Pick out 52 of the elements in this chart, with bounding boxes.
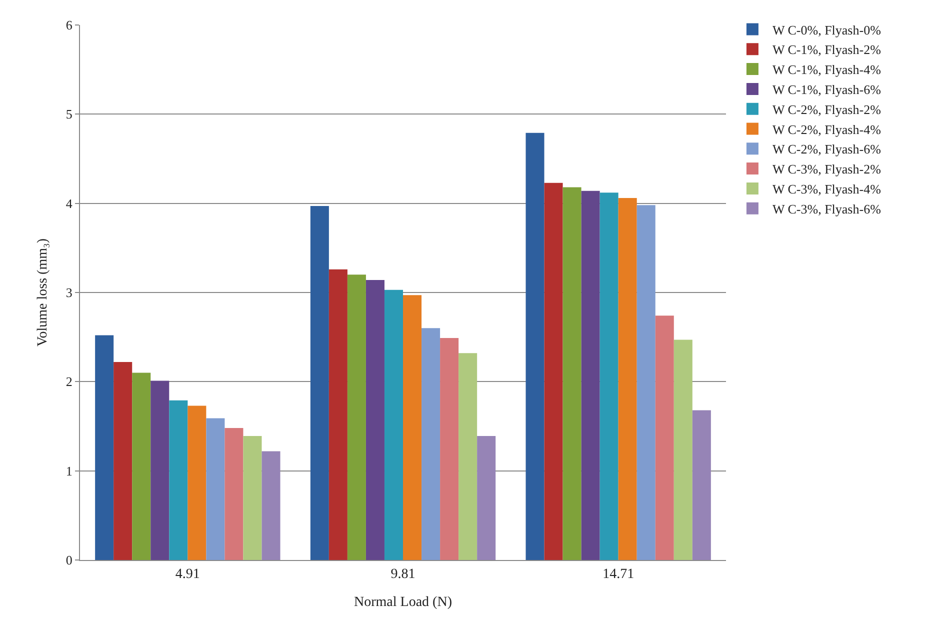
bar xyxy=(114,362,132,560)
y-tick-label: 2 xyxy=(66,374,72,390)
y-axis-title: Volume loss (mm₃) xyxy=(36,238,50,347)
legend-label: W C-2%, Flyash-6% xyxy=(772,142,882,157)
bar xyxy=(562,187,582,560)
bar xyxy=(674,340,692,560)
y-tick-label: 1 xyxy=(66,463,72,478)
bar xyxy=(95,335,114,560)
legend-label: W C-1%, Flyash-2% xyxy=(772,42,882,58)
bar xyxy=(150,380,170,560)
bar xyxy=(206,418,225,560)
bar xyxy=(262,451,280,560)
x-tick-label: 4.91 xyxy=(175,566,200,582)
bar xyxy=(581,190,600,560)
bar xyxy=(692,410,711,560)
bar xyxy=(440,338,459,560)
legend-label: W C-1%, Flyash-6% xyxy=(772,82,882,98)
y-tick-label: 5 xyxy=(66,106,72,122)
bar xyxy=(618,198,637,560)
bar xyxy=(384,290,403,560)
bar xyxy=(328,269,348,560)
bar xyxy=(366,280,384,560)
bar xyxy=(526,132,544,560)
legend-label: W C-1%, Flyash-4% xyxy=(772,62,882,78)
bar xyxy=(347,274,366,560)
legend-label: W C-3%, Flyash-6% xyxy=(772,201,882,216)
bar xyxy=(243,436,262,560)
bar xyxy=(224,428,244,560)
bar xyxy=(544,182,563,560)
bar xyxy=(458,353,478,560)
y-tick-label: 4 xyxy=(66,196,73,211)
legend-label: W C-0%, Flyash-0% xyxy=(772,22,882,38)
bar xyxy=(188,406,206,560)
x-tick-label: 9.81 xyxy=(390,566,416,582)
y-tick-label: 0 xyxy=(66,552,72,568)
legend-label: W C-2%, Flyash-2% xyxy=(772,102,882,117)
bar xyxy=(477,436,496,560)
bar xyxy=(422,328,440,560)
legend-label: W C-2%, Flyash-4% xyxy=(772,122,882,137)
bar xyxy=(600,192,618,560)
bar xyxy=(310,206,329,560)
legend-label: W C-3%, Flyash-2% xyxy=(772,162,882,177)
bar xyxy=(403,295,422,560)
bar xyxy=(655,316,674,560)
bar xyxy=(169,400,188,560)
x-axis-title: Normal Load (N) xyxy=(354,595,452,610)
y-tick-label: 6 xyxy=(66,18,73,33)
bar xyxy=(132,372,151,560)
y-tick-label: 3 xyxy=(66,285,72,300)
legend-label: W C-3%, Flyash-4% xyxy=(772,182,882,197)
x-tick-label: 14.71 xyxy=(602,566,634,582)
bar xyxy=(636,205,656,560)
